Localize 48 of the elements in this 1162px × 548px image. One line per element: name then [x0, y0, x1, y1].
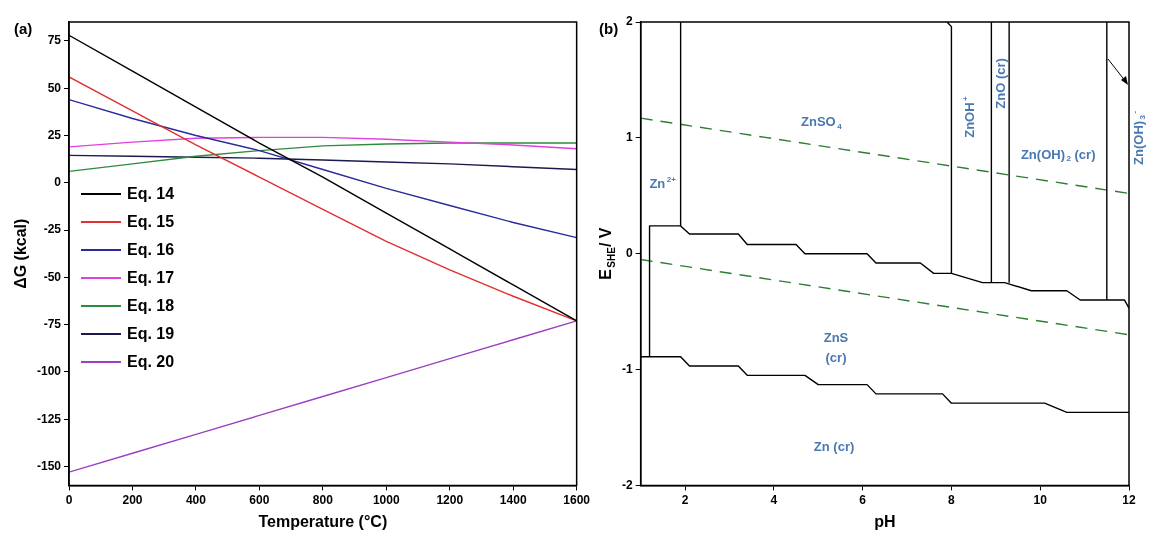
- x-tick-label: 12: [1122, 492, 1136, 507]
- y-tick-label: 0: [625, 246, 633, 261]
- y-tick-label: 50: [47, 80, 62, 95]
- y-tick-label: -150: [36, 458, 62, 473]
- y-axis-title: ΔG (kcal): [12, 218, 30, 289]
- x-tick-label: 800: [312, 492, 334, 507]
- legend-label: Eq. 14: [127, 184, 175, 203]
- legend-label: Eq. 19: [127, 324, 175, 343]
- x-tick-label: 200: [122, 492, 143, 507]
- y-tick-label: 0: [54, 175, 62, 190]
- chart-title: (b): [599, 20, 619, 38]
- x-tick-label: 1200: [436, 492, 464, 507]
- annotation: ZnOH+: [961, 95, 978, 138]
- x-tick-label: 600: [249, 492, 270, 507]
- chart-title: (a): [14, 20, 33, 38]
- legend-label: Eq. 17: [127, 268, 175, 287]
- x-tick-label: 1600: [563, 492, 591, 507]
- y-tick-label: -2: [622, 477, 633, 492]
- x-tick-label: 1400: [499, 492, 527, 507]
- y-tick-label: -25: [43, 222, 62, 237]
- annotation: ZnS (cr): [823, 330, 849, 366]
- x-tick-label: 10: [1033, 492, 1048, 507]
- y-tick-label: -100: [36, 364, 62, 379]
- y-tick-label: -1: [622, 361, 633, 376]
- x-tick-label: 0: [65, 492, 73, 507]
- x-tick-label: 400: [185, 492, 207, 507]
- legend-label: Eq. 15: [127, 212, 175, 231]
- y-tick-label: 25: [47, 127, 62, 142]
- y-tick-label: -75: [43, 316, 62, 331]
- x-axis-title: Temperature (°C): [258, 512, 388, 530]
- legend-label: Eq. 18: [127, 296, 175, 315]
- y-tick-label: -50: [43, 269, 62, 284]
- x-tick-label: 1000: [372, 492, 400, 507]
- x-tick-label: 8: [948, 492, 956, 507]
- text: Zn(OH)3-: [1129, 110, 1148, 165]
- legend-label: Eq. 16: [127, 240, 175, 259]
- legend-label: Eq. 20: [127, 352, 175, 371]
- y-tick-label: 2: [625, 14, 633, 29]
- x-tick-label: 2: [681, 492, 689, 507]
- annotation: ZnO (cr): [992, 58, 1008, 109]
- y-tick-label: 1: [625, 130, 633, 145]
- x-tick-label: 6: [859, 492, 867, 507]
- annotation: Zn (cr): [813, 438, 855, 454]
- y-tick-label: 75: [47, 33, 62, 48]
- x-tick-label: 4: [770, 492, 778, 507]
- x-axis-title: pH: [874, 512, 896, 530]
- y-axis-title: ESHE/ V: [597, 227, 617, 280]
- y-tick-label: -125: [36, 411, 62, 426]
